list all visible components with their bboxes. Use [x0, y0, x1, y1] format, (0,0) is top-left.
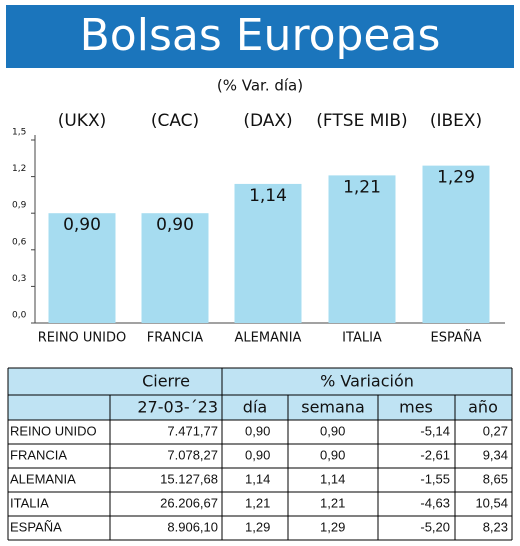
table-cell: 1,14	[320, 471, 345, 486]
value-label: 1,29	[437, 168, 475, 188]
y-tick-label: 0,0	[12, 311, 27, 321]
column-header: semana	[301, 398, 365, 417]
table-cell: -5,14	[420, 423, 450, 438]
group-header: Cierre	[142, 372, 190, 391]
header-bg	[222, 368, 512, 395]
header-bg	[110, 395, 512, 420]
table-cell: 7.471,77	[167, 423, 218, 438]
table-cell: -4,63	[420, 495, 450, 510]
chart-subtitle: (% Var. día)	[217, 77, 303, 95]
table-cell: 0,90	[320, 447, 345, 462]
date-header: 27-03-´23	[137, 398, 218, 417]
row-name: ALEMANIA	[10, 471, 76, 486]
x-tick-label: ITALIA	[342, 331, 382, 346]
table-cell: 0,27	[483, 423, 508, 438]
y-tick-label: 1,2	[12, 164, 26, 174]
table-cell: -2,61	[420, 447, 450, 462]
table-cell: 9,34	[483, 447, 508, 462]
row-name: REINO UNIDO	[10, 423, 97, 438]
table-cell: -1,55	[420, 471, 450, 486]
x-tick-label: ALEMANIA	[235, 331, 302, 346]
table-cell: 8.906,10	[167, 519, 218, 534]
index-label: (CAC)	[151, 111, 199, 131]
table-cell: 1,29	[245, 519, 270, 534]
column-header: año	[468, 398, 498, 417]
column-header: día	[243, 398, 267, 417]
bar	[48, 213, 116, 323]
x-tick-label: ESPAÑA	[431, 330, 482, 346]
x-tick-label: FRANCIA	[147, 331, 204, 346]
row-name: ESPAÑA	[10, 519, 62, 534]
index-label: (UKX)	[58, 111, 107, 131]
table-cell: 10,54	[475, 495, 508, 510]
bar	[141, 213, 209, 323]
y-tick-label: 1,5	[12, 128, 26, 138]
table-cell: 0,90	[245, 447, 270, 462]
chart-title: Bolsas Europeas	[80, 10, 441, 61]
table-cell: 0,90	[320, 423, 345, 438]
value-label: 1,14	[249, 186, 287, 206]
bar	[422, 165, 490, 323]
column-header: mes	[399, 398, 433, 417]
table-cell: 15.127,68	[160, 471, 218, 486]
header-bg	[110, 368, 222, 395]
table-cell: 1,14	[245, 471, 270, 486]
table-cell: 1,21	[245, 495, 270, 510]
header-bg	[8, 368, 110, 420]
table-cell: 1,21	[320, 495, 345, 510]
table-cell: 8,65	[483, 471, 508, 486]
table-cell: 0,90	[245, 423, 270, 438]
bar	[328, 175, 396, 323]
table-cell: -5,20	[420, 519, 450, 534]
bar	[234, 183, 302, 323]
table-cell: 8,23	[483, 519, 508, 534]
y-tick-label: 0,3	[12, 274, 26, 284]
row-name: ITALIA	[10, 495, 49, 510]
title-banner	[6, 5, 514, 68]
index-label: (FTSE MIB)	[316, 111, 407, 131]
index-label: (DAX)	[243, 111, 292, 131]
table-cell: 26.206,67	[160, 495, 218, 510]
value-label: 0,90	[156, 215, 194, 235]
index-label: (IBEX)	[430, 111, 482, 131]
group-header: % Variación	[320, 372, 414, 391]
value-label: 0,90	[63, 215, 101, 235]
value-label: 1,21	[343, 177, 381, 197]
row-name: FRANCIA	[10, 447, 67, 462]
y-tick-label: 0,9	[12, 201, 27, 211]
table-cell: 1,29	[320, 519, 345, 534]
table-cell: 7.078,27	[167, 447, 218, 462]
x-tick-label: REINO UNIDO	[38, 331, 127, 346]
y-tick-label: 0,6	[12, 237, 27, 247]
